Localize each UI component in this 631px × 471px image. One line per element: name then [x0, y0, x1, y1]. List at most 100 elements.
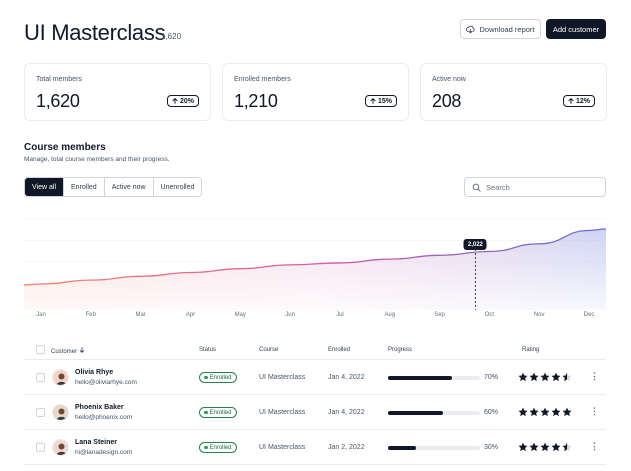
stat-card-active-now: Active now 208 12%	[420, 63, 607, 121]
search-box[interactable]	[464, 177, 606, 197]
star-icon	[540, 407, 550, 417]
col-course: Course	[259, 347, 279, 353]
select-all-checkbox[interactable]	[36, 345, 45, 354]
download-report-button[interactable]: Download report	[460, 19, 541, 39]
table-row[interactable]: Phoenix Baker hello@phoenix.com Enrolled…	[24, 395, 606, 430]
star-icon	[551, 372, 561, 382]
stat-change-value: 20%	[179, 97, 194, 105]
chart-x-tick-label: Mar	[135, 312, 146, 318]
stat-value: 1,620	[36, 91, 80, 111]
stat-label: Total members	[36, 76, 82, 83]
chart-x-tick-label: May	[234, 312, 246, 318]
star-icon	[562, 407, 572, 417]
filter-enrolled[interactable]: Enrolled	[63, 178, 104, 196]
status-label: Enrolled	[209, 374, 232, 381]
progress-bar	[388, 376, 480, 380]
rating-stars	[518, 442, 572, 452]
col-rating: Rating	[522, 347, 540, 353]
member-count: 1,620	[161, 32, 182, 41]
status-label: Enrolled	[209, 409, 232, 416]
star-icon	[529, 442, 539, 452]
members-chart: 2,022 Jan Feb Mar Apr May Jun Jul Aug Sep Oct Nov D…	[23, 215, 607, 325]
col-status: Status	[199, 347, 217, 353]
section-subtitle: Manage, total course members and their p…	[24, 156, 170, 163]
col-customer[interactable]: Customer	[51, 347, 85, 355]
more-options-icon[interactable]: ⋮	[590, 406, 599, 416]
col-customer-label: Customer	[51, 349, 78, 355]
arrow-up-icon	[370, 98, 376, 104]
stat-value: 1,210	[234, 91, 278, 111]
star-icon	[540, 372, 550, 382]
star-icon	[551, 442, 561, 452]
stat-label: Active now	[432, 76, 466, 83]
avatar	[52, 369, 69, 386]
chart-tooltip: 2,022	[463, 239, 487, 250]
chart-x-tick-label: Dec	[583, 312, 595, 318]
stat-change-badge: 12%	[562, 95, 595, 107]
filter-tabs: View all Enrolled Active now Unenrolled	[24, 177, 203, 197]
row-checkbox[interactable]	[36, 443, 45, 452]
customer-name: Phoenix Baker	[75, 404, 124, 411]
chart-x-tick-label: Aug	[384, 312, 396, 318]
status-dot-icon	[204, 410, 208, 415]
course-name: UI Masterclass	[259, 444, 306, 451]
row-checkbox[interactable]	[36, 373, 45, 382]
course-name: UI Masterclass	[259, 409, 306, 416]
search-input[interactable]	[486, 182, 596, 192]
rating-stars	[518, 407, 572, 417]
progress-fill	[388, 376, 453, 380]
chart-x-tick-label: Jan	[36, 312, 46, 318]
star-icon	[518, 442, 528, 452]
customer-email: hi@lanadesign.com	[75, 449, 133, 456]
chart-x-tick-label: Oct	[484, 312, 495, 318]
stat-card-total-members: Total members 1,620 20%	[24, 63, 211, 121]
stat-label: Enrolled members	[234, 76, 291, 83]
page-header: UI Masterclass 1,620 Download report Add…	[24, 18, 606, 48]
arrow-up-icon	[172, 98, 178, 104]
stat-value: 208	[432, 91, 462, 111]
filter-active-now[interactable]: Active now	[103, 178, 153, 196]
star-icon	[562, 372, 572, 382]
chart-x-tick-label: Apr	[185, 312, 196, 318]
status-dot-icon	[204, 445, 208, 450]
star-icon	[529, 407, 539, 417]
table-header: Customer Status Course Enrolled Progress…	[24, 340, 606, 360]
chart-x-tick-label: Jul	[336, 312, 344, 318]
status-badge: Enrolled	[199, 407, 237, 418]
progress-percent: 60%	[484, 409, 499, 416]
enrolled-date: Jan 4, 2022	[328, 409, 365, 416]
section-title: Course members	[24, 142, 106, 153]
search-icon	[472, 183, 481, 192]
more-options-icon[interactable]: ⋮	[590, 371, 599, 381]
table-row[interactable]: Olivia Rhye hello@oliviarhye.com Enrolle…	[24, 360, 606, 395]
status-label: Enrolled	[209, 444, 232, 451]
col-progress: Progress	[388, 347, 413, 353]
download-report-label: Download report	[479, 24, 535, 34]
star-icon	[551, 407, 561, 417]
status-badge: Enrolled	[199, 372, 237, 383]
filter-view-all[interactable]: View all	[25, 178, 63, 196]
chart-area-fade	[24, 229, 606, 310]
filter-unenrolled[interactable]: Unenrolled	[152, 178, 202, 196]
members-table: Customer Status Course Enrolled Progress…	[24, 340, 606, 465]
customer-email: hello@phoenix.com	[75, 414, 133, 421]
chart-svg	[23, 218, 607, 310]
status-dot-icon	[204, 375, 208, 380]
star-icon	[518, 407, 528, 417]
rating-stars	[518, 372, 572, 382]
customer-name: Lana Steiner	[75, 439, 118, 446]
stat-change-badge: 20%	[166, 95, 199, 107]
more-options-icon[interactable]: ⋮	[590, 441, 599, 451]
chart-x-tick-label: Jun	[285, 312, 295, 318]
avatar	[52, 439, 69, 456]
stat-change-value: 12%	[575, 97, 590, 105]
status-badge: Enrolled	[199, 442, 237, 453]
progress-bar	[388, 446, 480, 450]
add-customer-button[interactable]: Add customer	[546, 19, 606, 39]
progress-percent: 30%	[484, 444, 499, 451]
star-icon	[518, 372, 528, 382]
row-checkbox[interactable]	[36, 408, 45, 417]
arrow-up-icon	[568, 98, 574, 104]
table-row[interactable]: Lana Steiner hi@lanadesign.com Enrolled …	[24, 430, 606, 465]
page-title: UI Masterclass	[24, 20, 166, 45]
